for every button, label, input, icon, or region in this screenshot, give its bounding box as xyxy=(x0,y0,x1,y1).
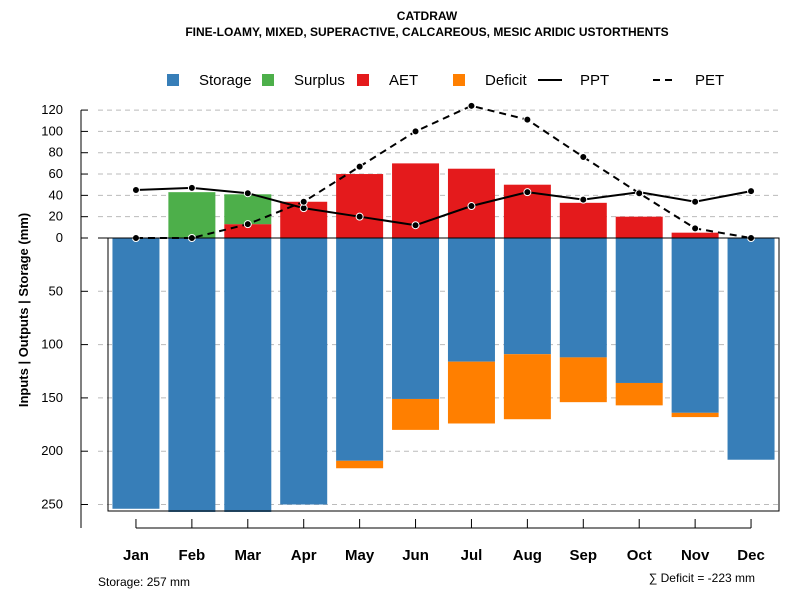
pet-point-may xyxy=(355,162,364,171)
legend-swatch-storage xyxy=(167,74,179,86)
ppt-point-nov xyxy=(691,197,700,206)
x-tick-label-apr: Apr xyxy=(291,547,317,564)
x-tick-label-sep: Sep xyxy=(570,547,598,564)
storage-bar-dec xyxy=(727,238,775,460)
deficit-bar-jul xyxy=(447,361,495,424)
legend-label-surplus: Surplus xyxy=(294,72,345,89)
aet-bar-may xyxy=(336,174,384,238)
deficit-bar-nov xyxy=(671,412,719,418)
deficit-bar-sep xyxy=(559,357,607,403)
y-tick-label: 0 xyxy=(56,230,63,245)
pet-point-nov xyxy=(691,224,700,233)
ppt-point-may xyxy=(355,212,364,221)
ppt-point-mar xyxy=(243,189,252,198)
ppt-point-jul xyxy=(467,202,476,211)
y-tick-label: 50 xyxy=(49,283,63,298)
x-tick-label-jan: Jan xyxy=(123,547,149,564)
storage-bar-sep xyxy=(559,238,607,358)
x-tick-label-nov: Nov xyxy=(681,547,710,564)
aet-bar-nov xyxy=(671,232,719,238)
surplus-bar-mar xyxy=(224,194,272,225)
y-tick-label: 120 xyxy=(41,102,63,117)
legend-label-aet: AET xyxy=(389,72,418,89)
storage-note: Storage: 257 mm xyxy=(98,575,190,589)
ppt-point-aug xyxy=(523,188,532,197)
legend-label-ppt: PPT xyxy=(580,72,609,89)
pet-point-jul xyxy=(467,101,476,110)
storage-bar-apr xyxy=(280,238,328,505)
y-tick-label: 60 xyxy=(49,166,63,181)
legend: Storage Surplus AET Deficit PPT PET xyxy=(167,72,724,89)
y-tick-label: 150 xyxy=(41,390,63,405)
pet-point-oct xyxy=(635,189,644,198)
y-tick-label: 20 xyxy=(49,209,63,224)
x-tick-label-feb: Feb xyxy=(179,547,206,564)
deficit-bar-oct xyxy=(615,382,663,406)
gridlines xyxy=(98,109,779,505)
legend-swatch-aet xyxy=(357,74,369,86)
surplus-bar-feb xyxy=(168,192,216,238)
pet-line xyxy=(135,104,752,239)
x-tick-label-oct: Oct xyxy=(627,547,652,564)
chart-title: CATDRAW xyxy=(397,9,458,23)
y-axis-label: Inputs | Outputs | Storage (mm) xyxy=(16,213,31,407)
ppt-point-jan xyxy=(131,186,140,195)
chart-subtitle: FINE-LOAMY, MIXED, SUPERACTIVE, CALCAREO… xyxy=(185,25,668,39)
storage-bar-mar xyxy=(224,238,272,512)
x-tick-label-mar: Mar xyxy=(234,547,261,564)
bars xyxy=(112,163,775,512)
pet-point-sep xyxy=(579,152,588,161)
x-tick-label-jun: Jun xyxy=(402,547,429,564)
x-tick-label-may: May xyxy=(345,547,375,564)
legend-swatch-deficit xyxy=(453,74,465,86)
y-tick-label: 40 xyxy=(49,187,63,202)
deficit-note: ∑ Deficit = -223 mm xyxy=(649,571,755,585)
legend-swatch-surplus xyxy=(262,74,274,86)
pet-point-jun xyxy=(411,127,420,136)
y-tick-label: 100 xyxy=(41,123,63,138)
ppt-point-jun xyxy=(411,221,420,230)
deficit-bar-may xyxy=(336,460,384,469)
x-tick-label-dec: Dec xyxy=(737,547,765,564)
pet-point-aug xyxy=(523,115,532,124)
y-tick-label: 100 xyxy=(41,337,63,352)
ppt-line xyxy=(135,186,752,227)
storage-bar-may xyxy=(336,238,384,461)
storage-bar-jun xyxy=(392,238,440,399)
pet-point-mar xyxy=(243,220,252,229)
storage-bar-oct xyxy=(615,238,663,383)
legend-label-deficit: Deficit xyxy=(485,72,528,89)
legend-label-storage: Storage xyxy=(199,72,252,89)
storage-bar-nov xyxy=(671,238,719,413)
deficit-bar-aug xyxy=(503,354,551,420)
storage-bar-feb xyxy=(168,238,216,512)
deficit-bar-jun xyxy=(392,398,440,430)
x-tick-label-aug: Aug xyxy=(513,547,542,564)
y-tick-label: 80 xyxy=(49,145,63,160)
ppt-point-sep xyxy=(579,195,588,204)
aet-bar-sep xyxy=(559,202,607,238)
aet-bar-oct xyxy=(615,216,663,238)
ppt-point-feb xyxy=(187,183,196,192)
storage-bar-jul xyxy=(447,238,495,362)
ppt-point-dec xyxy=(747,187,756,196)
pet-point-apr xyxy=(299,197,308,206)
y-tick-label: 200 xyxy=(41,443,63,458)
y-tick-label: 250 xyxy=(41,497,63,512)
x-tick-label-jul: Jul xyxy=(461,547,483,564)
legend-label-pet: PET xyxy=(695,72,724,89)
storage-bar-aug xyxy=(503,238,551,355)
storage-bar-jan xyxy=(112,238,160,509)
